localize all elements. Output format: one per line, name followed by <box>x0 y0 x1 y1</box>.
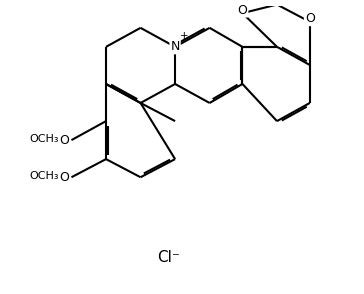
Text: OCH₃: OCH₃ <box>29 171 59 181</box>
Text: O: O <box>305 12 315 25</box>
Text: O: O <box>59 171 69 184</box>
Text: N: N <box>170 40 180 53</box>
Text: +: + <box>180 31 189 41</box>
Text: O: O <box>237 4 248 16</box>
Text: O: O <box>59 133 69 147</box>
Text: OCH₃: OCH₃ <box>29 134 59 144</box>
Text: Cl⁻: Cl⁻ <box>158 250 181 265</box>
